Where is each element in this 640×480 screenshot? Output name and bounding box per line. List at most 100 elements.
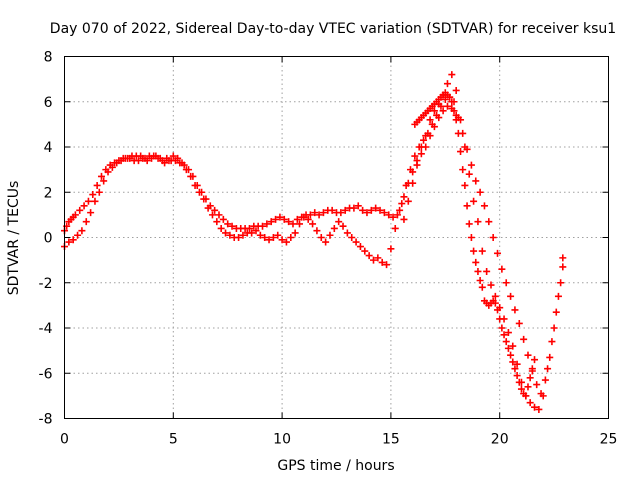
- data-point: [504, 344, 512, 352]
- data-point: [261, 234, 269, 241]
- data-point: [389, 213, 397, 221]
- data-point: [367, 206, 375, 214]
- data-point: [554, 292, 562, 300]
- data-point: [409, 179, 417, 187]
- data-point: [182, 166, 190, 174]
- data-point: [552, 308, 560, 316]
- series-1: [61, 93, 567, 398]
- data-point: [446, 93, 454, 101]
- data-point: [191, 181, 199, 189]
- y-axis-title: SDTVAR / TECUs: [6, 181, 22, 296]
- data-point: [108, 163, 116, 171]
- data-point: [420, 136, 428, 144]
- data-point: [200, 195, 208, 203]
- data-point: [293, 215, 301, 223]
- data-point: [322, 238, 330, 246]
- y-tick-label: -2: [39, 276, 53, 292]
- data-point: [531, 403, 539, 411]
- data-point: [430, 123, 438, 131]
- data-point: [498, 265, 506, 273]
- x-tick-label: 5: [169, 432, 178, 448]
- data-point: [113, 159, 121, 167]
- data-point: [550, 324, 558, 332]
- data-point: [280, 215, 288, 223]
- data-point: [461, 143, 469, 151]
- data-point: [265, 236, 273, 244]
- data-point: [143, 157, 151, 165]
- data-point: [494, 306, 502, 314]
- data-point: [319, 209, 327, 217]
- data-point: [393, 211, 401, 219]
- data-point: [528, 365, 536, 373]
- data-point: [509, 342, 517, 350]
- grid-layer: [64, 56, 609, 419]
- data-point: [148, 154, 156, 162]
- data-point: [328, 206, 336, 214]
- x-axis-title: GPS time / hours: [277, 458, 394, 474]
- data-point: [485, 218, 493, 226]
- data-point: [443, 102, 451, 110]
- data-point: [511, 365, 519, 373]
- data-point: [126, 154, 134, 162]
- data-point: [472, 258, 480, 266]
- y-tick-label: -8: [39, 412, 53, 428]
- data-point: [474, 218, 482, 226]
- data-point: [100, 177, 108, 185]
- data-point: [533, 381, 541, 389]
- data-point: [467, 234, 475, 241]
- data-point: [306, 211, 314, 219]
- data-point: [263, 220, 271, 228]
- data-point: [365, 252, 373, 260]
- data-point: [476, 188, 484, 196]
- data-point: [252, 227, 260, 235]
- data-point: [80, 202, 88, 210]
- series-5: [480, 297, 539, 400]
- data-point: [472, 177, 480, 185]
- data-point: [359, 206, 367, 214]
- data-point: [463, 202, 471, 210]
- data-point: [228, 222, 236, 230]
- data-point: [511, 306, 519, 314]
- data-point: [517, 385, 525, 393]
- data-point: [404, 197, 412, 205]
- data-point: [169, 152, 177, 160]
- data-point: [435, 114, 443, 122]
- data-point: [78, 227, 86, 235]
- data-point: [378, 258, 386, 266]
- data-point: [352, 238, 360, 246]
- data-point: [74, 231, 82, 239]
- data-point: [267, 218, 275, 226]
- data-point: [483, 267, 491, 275]
- data-point: [315, 211, 323, 219]
- data-point: [441, 95, 449, 103]
- data-point: [300, 213, 308, 221]
- data-point: [411, 152, 419, 160]
- data-point: [195, 188, 203, 196]
- data-point: [548, 338, 556, 346]
- data-point: [409, 168, 417, 176]
- data-point: [174, 154, 182, 162]
- data-point: [535, 405, 543, 413]
- data-point: [413, 161, 421, 169]
- data-point: [452, 86, 460, 94]
- data-point: [467, 161, 475, 169]
- data-point: [509, 358, 517, 366]
- data-point: [448, 98, 456, 106]
- data-point: [559, 263, 567, 271]
- data-point: [417, 143, 425, 151]
- data-point: [97, 172, 105, 180]
- data-point: [452, 116, 460, 124]
- data-point: [491, 299, 499, 307]
- data-point: [361, 247, 369, 255]
- data-point: [524, 351, 532, 359]
- data-point: [502, 338, 510, 346]
- data-point: [343, 229, 351, 237]
- data-point: [539, 392, 547, 400]
- data-point: [311, 209, 319, 217]
- data-point: [278, 236, 286, 244]
- data-point: [513, 372, 521, 380]
- data-point: [443, 80, 451, 88]
- data-point: [391, 224, 399, 232]
- data-point: [450, 107, 458, 115]
